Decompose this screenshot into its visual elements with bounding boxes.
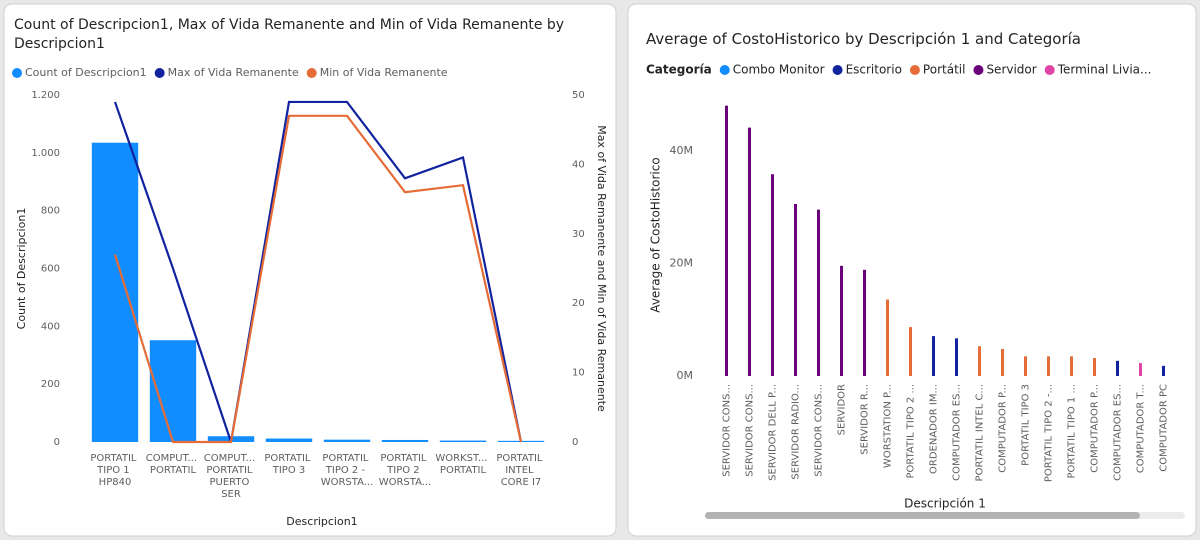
x-tick-label: COMPUTADOR PC <box>1159 384 1170 472</box>
x-tick-label: SERVIDOR RADIO... <box>791 384 802 480</box>
legend-label: Count of Descripcion1 <box>25 66 147 79</box>
bar <box>955 338 958 376</box>
bar <box>1093 358 1096 376</box>
x-tick-label: WORKST... PORTATIL <box>435 453 490 476</box>
y2-tick-label: 10 <box>572 368 585 379</box>
x-axis-title: Descripción 1 <box>904 497 986 511</box>
bar <box>978 346 981 376</box>
legend-label: Combo Monitor <box>733 63 825 77</box>
visual-panel <box>627 3 1197 537</box>
x-tick-label: PORTATIL TIPO 3 <box>264 453 313 476</box>
bar <box>1024 356 1027 376</box>
bar <box>1047 356 1050 376</box>
x-tick-label: PORTATIL INTEL CORE I7 <box>496 453 545 488</box>
bar <box>840 265 843 376</box>
y-axis-title: Average of CostoHistorico <box>649 157 663 312</box>
legend-label: Max of Vida Remanente <box>168 66 299 79</box>
x-tick-label: COMPUTADOR T... <box>1136 384 1147 473</box>
bar <box>265 438 313 442</box>
y2-tick-label: 40 <box>572 159 585 170</box>
x-tick-label: SERVIDOR CONS... <box>745 384 756 477</box>
x-tick-label: SERVIDOR <box>837 384 848 435</box>
legend-marker <box>909 65 920 75</box>
line <box>113 100 523 443</box>
x-tick-label: PORTATIL TIPO 1 ... <box>1067 384 1078 479</box>
bar <box>794 204 797 376</box>
bar <box>1139 363 1142 376</box>
bar <box>817 209 820 376</box>
legend-label: Portátil <box>923 63 966 77</box>
bar <box>1116 360 1119 376</box>
bar <box>439 440 487 442</box>
scroll-thumb[interactable] <box>705 512 1140 519</box>
x-tick-label: ORDENADOR IM... <box>929 384 940 474</box>
x-tick-label: PORTATIL TIPO 2 - WORSTA... <box>321 453 374 488</box>
y-tick-label: 0M <box>677 369 694 382</box>
chart-title: Average of CostoHistorico by Descripción… <box>646 30 1081 48</box>
x-tick-label: PORTATIL TIPO 1 HP840 <box>90 453 139 488</box>
legend-marker <box>306 68 317 78</box>
chart-title: Count of Descripcion1, Max of Vida Reman… <box>14 17 565 52</box>
y-tick-label: 200 <box>41 379 60 390</box>
x-tick-label: COMPUTADOR ES... <box>1113 384 1124 481</box>
bar <box>863 269 866 376</box>
legend-label: Terminal Livia... <box>1057 63 1152 77</box>
x-tick-label: PORTATIL TIPO 2 -... <box>1044 384 1055 482</box>
legend-title: Categoría <box>646 63 712 77</box>
y-tick-label: 600 <box>41 264 60 275</box>
legend-label: Escritorio <box>846 63 902 77</box>
x-tick-label: SERVIDOR CONS... <box>814 384 825 477</box>
bar <box>932 336 935 376</box>
x-tick-label: COMPUTADOR P... <box>1090 384 1101 473</box>
bar <box>1162 365 1165 376</box>
y2-tick-label: 20 <box>572 298 585 309</box>
x-tick-label: SERVIDOR CONS... <box>722 384 733 477</box>
x-tick-label: WORSTATION P... <box>883 384 894 468</box>
legend-marker <box>832 65 843 75</box>
y-tick-label: 0 <box>54 437 60 448</box>
y2-tick-label: 0 <box>572 437 578 448</box>
bar <box>381 439 429 442</box>
bar <box>91 142 139 442</box>
y2-tick-label: 50 <box>572 90 585 101</box>
y-tick-label: 1.200 <box>31 90 60 101</box>
x-tick-label: COMPUT... PORTATIL <box>146 453 200 476</box>
y-tick-label: 20M <box>670 257 694 270</box>
legend-marker <box>12 68 22 78</box>
bar <box>748 127 751 376</box>
x-tick-label: PORTATIL TIPO 3 <box>1021 384 1032 466</box>
legend-label: Min of Vida Remanente <box>320 66 448 79</box>
x-tick-label: SERVIDOR DELL P... <box>768 384 779 481</box>
bar <box>1070 356 1073 376</box>
y-tick-label: 40M <box>670 144 694 157</box>
legend-marker <box>719 65 730 75</box>
x-tick-label: PORTATIL TIPO 2 WORSTA... <box>379 453 432 488</box>
y-tick-label: 800 <box>41 206 60 217</box>
x-tick-label: PORTATIL TIPO 2 ... <box>906 384 917 479</box>
bar <box>1001 349 1004 376</box>
y-tick-label: 400 <box>41 321 60 332</box>
x-tick-label: SERVIDOR R... <box>860 384 871 455</box>
bar <box>771 174 774 376</box>
line <box>113 114 523 444</box>
x-tick-label: PORTATIL INTEL C... <box>975 384 986 481</box>
y2-tick-label: 30 <box>572 229 585 240</box>
legend-marker <box>154 68 165 78</box>
y2-axis-title: Max of Vida Remanente and Min of Vida Re… <box>595 125 608 412</box>
bar <box>886 299 889 376</box>
y-axis-title: Count of Descripcion1 <box>15 208 28 330</box>
legend-marker <box>1044 65 1055 75</box>
x-tick-label: COMPUT... PORTATIL PUERTO SER <box>204 453 258 500</box>
x-tick-label: COMPUTADOR ES... <box>952 384 963 481</box>
x-axis-title: Descripcion1 <box>286 515 357 528</box>
x-tick-label: COMPUTADOR P... <box>998 384 1009 473</box>
legend-label: Servidor <box>986 63 1036 77</box>
bar <box>323 439 371 442</box>
legend-marker <box>973 65 984 75</box>
bar <box>725 105 728 376</box>
bar <box>909 327 912 376</box>
y-tick-label: 1.000 <box>31 148 60 159</box>
